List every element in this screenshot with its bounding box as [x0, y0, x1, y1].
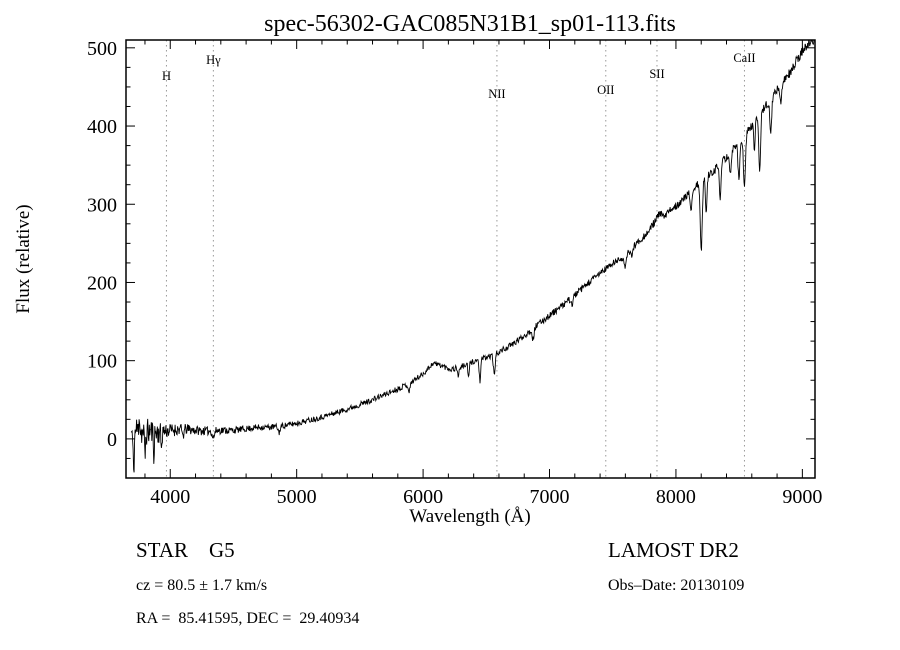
x-tick-label: 7000	[530, 486, 570, 508]
spectrum-line	[130, 40, 815, 473]
spectrum-line-group	[130, 40, 815, 473]
ra-dec-value: RA = 85.41595, DEC = 29.40934	[136, 610, 359, 627]
x-tick-label: 4000	[150, 486, 190, 508]
y-tick-label: 300	[87, 194, 117, 216]
y-tick-label: 500	[87, 38, 117, 60]
survey-label: LAMOST DR2	[608, 538, 739, 562]
object-class-label: STAR G5	[136, 538, 235, 562]
axis-ticks	[126, 40, 815, 479]
spectral-marker-label: CaII	[733, 51, 755, 65]
y-tick-label: 100	[87, 351, 117, 373]
x-tick-label: 8000	[656, 486, 696, 508]
x-tick-label: 9000	[782, 486, 822, 508]
cz-value: cz = 80.5 ± 1.7 km/s	[136, 577, 267, 594]
x-tick-label: 6000	[403, 486, 443, 508]
plot-frame	[125, 39, 816, 479]
spectral-marker-label: H	[162, 69, 171, 83]
spectral-marker-label: SII	[649, 67, 664, 81]
chart-title: spec-56302-GAC085N31B1_sp01-113.fits	[264, 11, 676, 37]
axis-tick-labels: 4000 5000 6000 7000 8000 9000 0 100 200 300 400 500	[87, 38, 822, 508]
obs-date-value: Obs–Date: 20130109	[608, 577, 744, 594]
spectral-marker-label: Hγ	[206, 53, 221, 67]
spectral-line-labels: H Hγ NII OII SII CaII	[162, 51, 756, 101]
y-tick-label: 200	[87, 272, 117, 294]
spectral-marker-label: OII	[597, 83, 614, 97]
y-axis-label: Flux (relative)	[13, 204, 34, 313]
y-tick-label: 0	[107, 429, 117, 451]
spectral-line-markers	[165, 40, 745, 478]
y-tick-label: 400	[87, 116, 117, 138]
x-axis-label: Wavelength (Å)	[409, 506, 530, 527]
spectral-marker-label: NII	[488, 87, 505, 101]
x-tick-label: 5000	[277, 486, 317, 508]
